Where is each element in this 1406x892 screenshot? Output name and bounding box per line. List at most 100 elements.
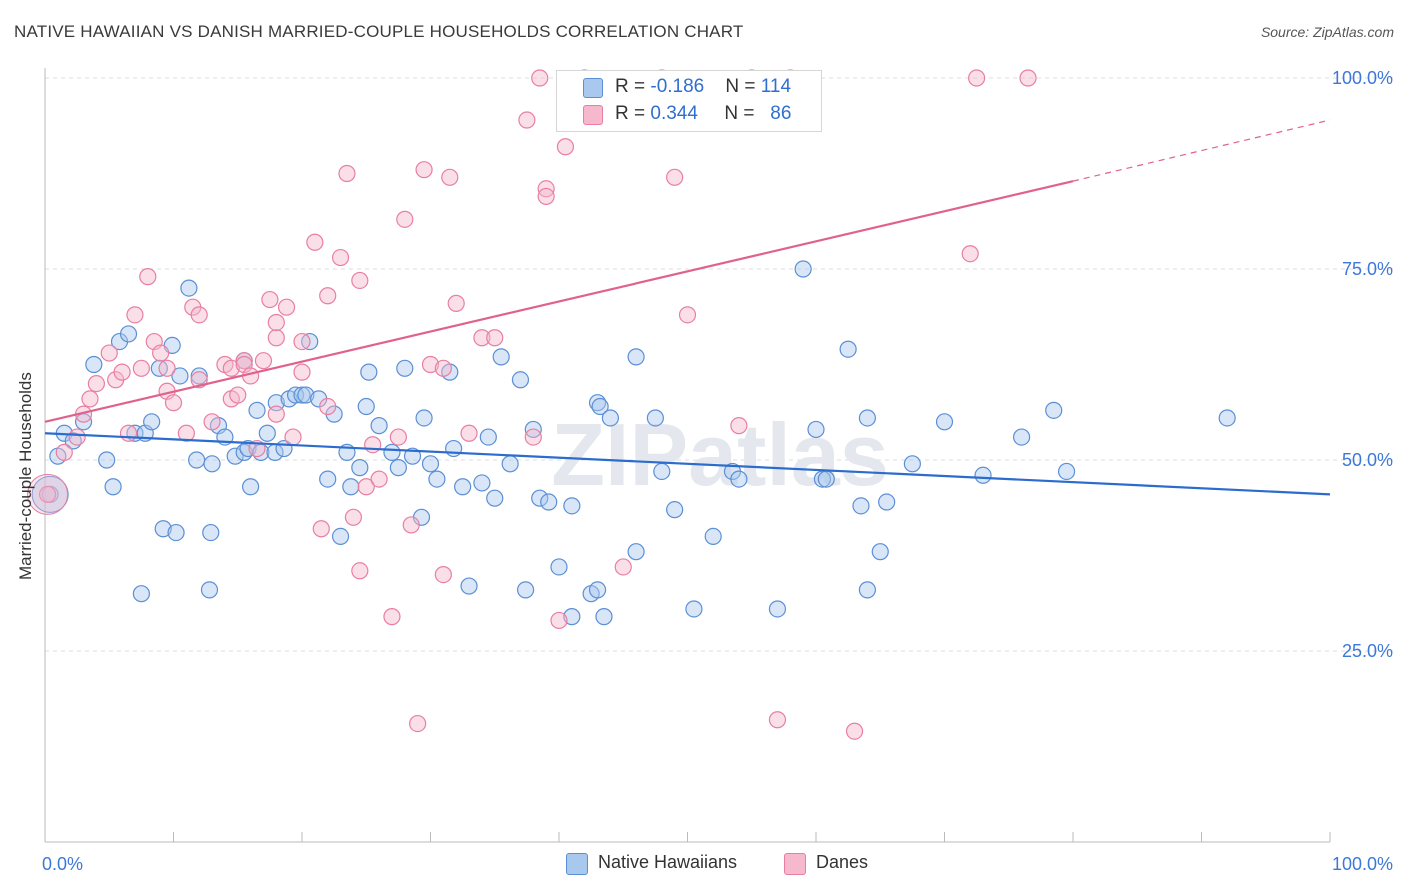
point-danes [364,436,382,454]
point-danes [614,558,632,576]
point-native-hawaiians [200,581,219,599]
point-danes [421,355,440,374]
point-danes [961,245,979,263]
point-native-hawaiians [878,493,896,511]
point-native-hawaiians [852,497,870,515]
point-danes [415,161,433,179]
point-native-hawaiians [839,340,857,358]
point-danes [556,138,575,156]
point-native-hawaiians [85,355,103,374]
point-danes [351,562,369,580]
point-native-hawaiians [421,455,440,473]
point-native-hawaiians [258,424,276,442]
point-native-hawaiians [370,417,388,435]
point-danes [55,443,73,461]
point-danes [1019,69,1037,87]
legend-n-value: 86 [770,103,792,124]
point-native-hawaiians [342,478,360,496]
point-native-hawaiians [171,367,189,385]
point-native-hawaiians [516,581,535,599]
point-danes [267,313,285,332]
point-native-hawaiians [351,459,369,477]
point-danes [768,711,787,729]
point-danes [152,344,170,362]
point-native-hawaiians [293,386,311,404]
point-native-hawaiians [479,428,497,446]
point-native-hawaiians [242,478,260,496]
point-native-hawaiians [428,470,446,488]
point-danes [441,168,459,186]
point-native-hawaiians [903,455,921,473]
point-native-hawaiians [460,577,478,595]
point-native-hawaiians [935,413,954,431]
point-native-hawaiians [445,439,463,458]
point-danes [312,520,330,538]
point-native-hawaiians [1218,409,1236,427]
point-native-hawaiians [104,478,122,496]
point-danes [203,413,221,431]
trend-line-danes-extension [1072,119,1331,182]
point-danes [81,390,99,408]
point-danes [518,111,536,129]
point-danes [68,428,86,446]
point-native-hawaiians [730,470,748,488]
point-native-hawaiians-cluster [31,475,69,513]
point-danes [383,608,401,626]
point-native-hawaiians [807,420,825,439]
watermark: ZIPatlas [551,405,888,504]
point-danes [267,405,285,423]
point-native-hawaiians [531,489,549,507]
point-danes [389,428,407,446]
point-native-hawaiians [974,466,992,484]
y-axis-label-text: Married-couple Households [16,372,35,580]
point-native-hawaiians [588,581,607,599]
point-danes [351,271,369,290]
point-danes [370,470,388,488]
point-danes [293,363,311,381]
point-native-hawaiians [591,397,609,416]
point-danes [730,417,748,435]
point-native-hawaiians [511,371,530,389]
point-native-hawaiians [768,600,787,618]
point-native-hawaiians [403,447,422,465]
stats-legend: R = -0.186 N = 114 R = 0.344 N = 86 [556,70,822,132]
point-danes [87,375,106,393]
legend-label: Native Hawaiians [598,852,738,872]
point-danes [235,352,253,370]
point-native-hawaiians [492,348,510,366]
point-native-hawaiians [202,523,220,542]
y-tick-label: 25.0% [1342,641,1393,661]
point-native-hawaiians [297,386,315,404]
point-native-hawaiians [239,439,257,458]
legend-swatch-blue [566,853,588,875]
point-danes [306,233,324,251]
point-native-hawaiians [817,470,835,488]
point-danes [293,332,311,351]
legend-n-label: N = [725,76,761,97]
point-danes [126,306,144,324]
point-danes [319,397,337,416]
point-native-hawaiians [486,489,504,507]
point-native-hawaiians [1045,401,1063,419]
point-native-hawaiians [203,455,221,473]
x-tick-label: 100.0% [1332,854,1393,874]
point-danes [331,248,350,267]
point-danes [447,294,465,312]
source-label: Source: ZipAtlas.com [1260,24,1394,40]
point-danes [267,329,285,347]
legend-r-value: -0.186 [650,76,705,97]
point-native-hawaiians [167,523,185,542]
point-native-hawaiians [415,409,433,427]
point-native-hawaiians [540,493,558,511]
point-native-hawaiians [563,497,581,515]
legend-n-label: N = [724,103,760,124]
point-danes [486,329,504,347]
point-danes [434,565,452,584]
point-native-hawaiians [685,600,703,618]
point-danes [968,69,986,87]
x-tick-label: 0.0% [42,854,83,874]
point-native-hawaiians [871,543,889,561]
point-native-hawaiians [550,558,568,576]
point-danes [845,722,864,740]
